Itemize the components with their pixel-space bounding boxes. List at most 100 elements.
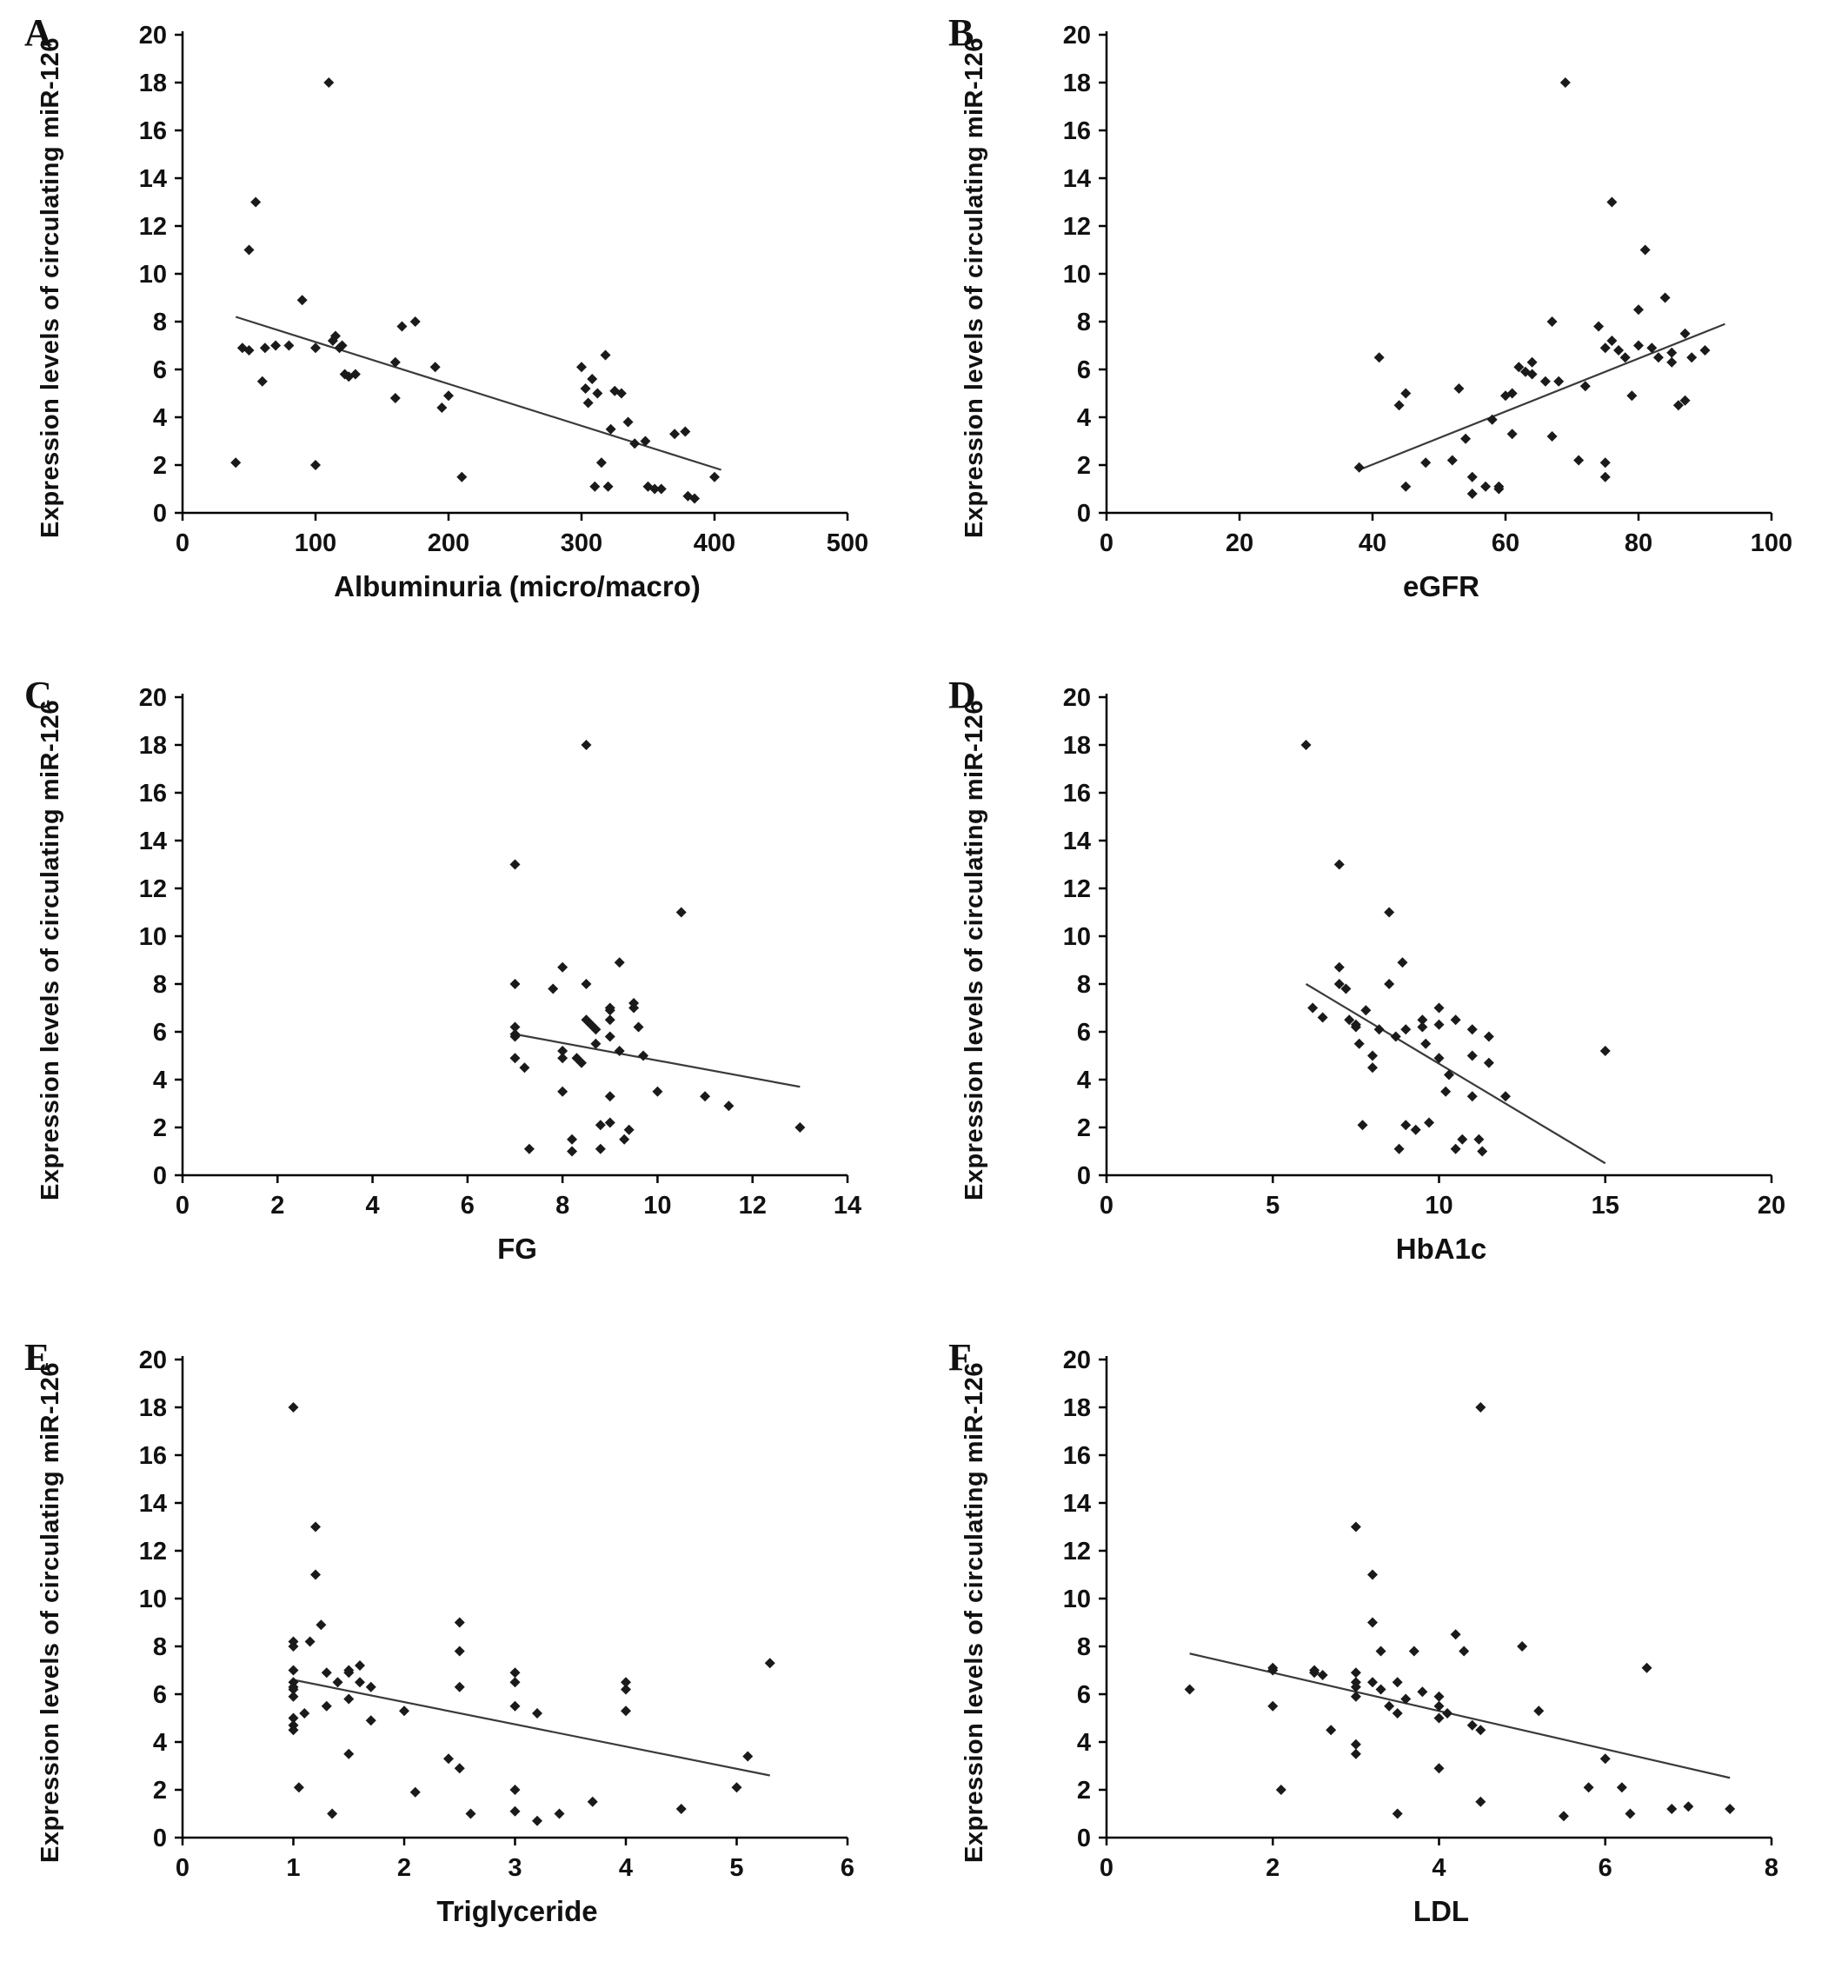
scatter-point xyxy=(1384,979,1395,989)
scatter-point xyxy=(1626,390,1638,402)
scatter-point xyxy=(1367,1617,1378,1628)
scatter-point xyxy=(243,244,255,256)
panel-letter-A: A xyxy=(24,11,52,54)
scatter-point xyxy=(1619,352,1631,363)
scatter-point xyxy=(1480,481,1492,492)
scatter-point xyxy=(355,1677,365,1688)
svg-text:20: 20 xyxy=(1063,684,1091,712)
svg-text:12: 12 xyxy=(1063,213,1091,241)
scatter-point xyxy=(1400,481,1412,492)
scatter-point xyxy=(1526,369,1538,380)
scatter-point xyxy=(1466,1719,1478,1731)
scatter-point xyxy=(628,998,640,1008)
svg-text:2: 2 xyxy=(153,1777,167,1805)
svg-text:10: 10 xyxy=(1063,923,1091,951)
scatter-point xyxy=(1460,433,1472,444)
scatter-point xyxy=(1350,1691,1361,1702)
scatter-point xyxy=(1641,1662,1652,1673)
scatter-point xyxy=(336,340,348,351)
scatter-point xyxy=(649,483,661,495)
scatter-point xyxy=(731,1782,742,1793)
scatter-point xyxy=(723,1100,735,1112)
axes xyxy=(1105,694,1772,1177)
x-tick-labels: 0 1 2 3 4 5 6 xyxy=(176,1838,854,1882)
svg-text:0: 0 xyxy=(1100,1192,1113,1220)
scatter-point xyxy=(316,1619,327,1631)
scatter-point xyxy=(409,1786,421,1798)
scatter-point xyxy=(1433,1053,1445,1064)
scatter-point xyxy=(604,1091,615,1102)
svg-text:12: 12 xyxy=(139,1538,167,1566)
x-axis-title: FG xyxy=(497,1233,537,1265)
scatter-point xyxy=(288,1684,299,1695)
scatter-point xyxy=(619,1134,630,1145)
svg-text:18: 18 xyxy=(1063,70,1091,97)
scatter-point xyxy=(1344,1014,1355,1026)
scatter-point xyxy=(1360,1005,1372,1016)
panel-F: F Expression levels of circulating miR-1… xyxy=(924,1325,1848,1988)
scatter-point xyxy=(1483,1031,1494,1042)
panel-B: B Expression levels of circulating miR-1… xyxy=(924,0,1848,662)
trend-line xyxy=(1189,1652,1731,1779)
scatter-point xyxy=(304,1636,316,1647)
scatter-point xyxy=(310,342,321,354)
scatter-point xyxy=(1559,77,1571,88)
scatter-point xyxy=(1599,1753,1611,1765)
svg-text:16: 16 xyxy=(1063,117,1091,145)
scatter-point xyxy=(1333,979,1345,989)
scatter-point xyxy=(288,1402,299,1413)
scatter-plot-albuminuria: 0 100 200 300 400 500 0 2 4 6 8 10 12 14 16 18 20 xyxy=(139,22,868,557)
scatter-point xyxy=(1583,1782,1594,1793)
scatter-point xyxy=(1666,1804,1678,1814)
panel-letter-E: E xyxy=(24,1336,50,1379)
x-tick-labels: 0 20 40 60 80 100 xyxy=(1100,513,1792,557)
svg-text:0: 0 xyxy=(153,1825,167,1852)
svg-text:40: 40 xyxy=(1359,529,1386,557)
y-axis-title: Expression levels of circulating miR-126 xyxy=(37,699,64,1201)
scatter-point xyxy=(1679,328,1691,339)
scatter-point xyxy=(1300,740,1312,750)
scatter-point xyxy=(1417,1686,1428,1698)
scatter-point xyxy=(1459,1646,1470,1657)
svg-text:0: 0 xyxy=(1100,529,1113,557)
scatter-point xyxy=(629,438,641,449)
scatter-point xyxy=(532,1815,542,1826)
scatter-point xyxy=(1450,1143,1461,1154)
panel-letter-D: D xyxy=(948,674,976,716)
svg-text:2: 2 xyxy=(153,452,167,480)
scatter-plot-egfr: 0 20 40 60 80 100 0 2 4 6 8 10 12 14 16 18 20 xyxy=(1063,22,1792,557)
scatter-point xyxy=(1433,1763,1445,1774)
scatter-point xyxy=(1442,1708,1453,1719)
scatter-plot-hba1c: 0 5 10 15 20 0 2 4 6 8 10 12 14 16 18 20 xyxy=(1063,684,1785,1220)
svg-text:8: 8 xyxy=(1077,1633,1091,1661)
svg-text:10: 10 xyxy=(643,1192,671,1220)
svg-text:0: 0 xyxy=(1077,1825,1091,1852)
x-tick-labels: 0 100 200 300 400 500 xyxy=(176,513,868,557)
scatter-point xyxy=(576,362,587,373)
svg-text:10: 10 xyxy=(139,261,167,289)
scatter-point xyxy=(1553,376,1565,387)
scatter-point xyxy=(349,369,361,380)
scatter-point xyxy=(604,1014,615,1026)
scatter-point xyxy=(614,1046,625,1056)
scatter-point xyxy=(355,1660,365,1671)
svg-text:12: 12 xyxy=(739,1192,767,1220)
svg-text:4: 4 xyxy=(1077,404,1091,432)
scatter-point xyxy=(509,1700,521,1712)
scatter-point xyxy=(1593,321,1605,332)
scatter-point xyxy=(709,471,720,482)
scatter-point xyxy=(1606,196,1618,208)
svg-text:4: 4 xyxy=(1077,1729,1091,1757)
data-points xyxy=(288,1402,775,1826)
scatter-point xyxy=(323,77,335,88)
scatter-point xyxy=(652,1086,663,1097)
scatter-point xyxy=(1333,859,1345,870)
scatter-point xyxy=(595,1120,606,1131)
scatter-point xyxy=(1546,316,1558,327)
svg-text:10: 10 xyxy=(1063,261,1091,289)
scatter-point xyxy=(1686,352,1698,363)
scatter-point xyxy=(256,376,268,387)
scatter-point xyxy=(1333,961,1345,973)
svg-text:6: 6 xyxy=(841,1854,854,1882)
